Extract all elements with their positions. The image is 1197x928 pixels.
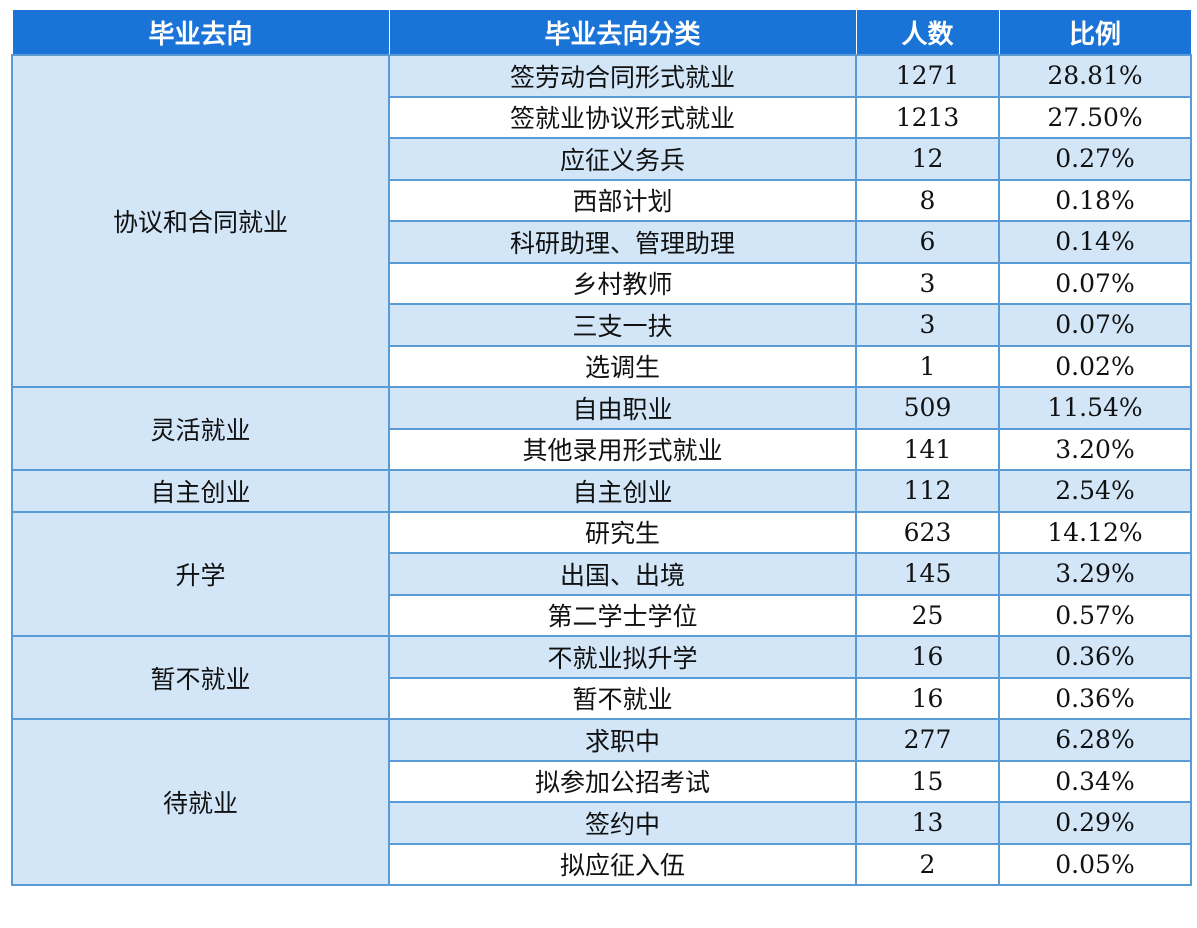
table-row: 拟应征入伍 2 0.05% [12, 842, 1192, 886]
ratio-cell: 0.27% [998, 137, 1192, 181]
table-row: 待就业 求职中 277 6.28% [11, 718, 1192, 886]
table-row: 暂不就业 不就业拟升学 16 0.36% [11, 635, 1192, 720]
ratio-cell: 2.54% [998, 469, 1192, 513]
ratio-cell: 0.29% [998, 801, 1192, 845]
table-row: 科研助理、管理助理 6 0.14% [12, 220, 1192, 264]
ratio-cell: 0.07% [998, 303, 1192, 347]
category-cell: 求职中 [388, 718, 857, 762]
count-cell: 3 [855, 303, 1000, 347]
table-header: 毕业去向 毕业去向分类 人数 比例 [11, 10, 1192, 56]
category-cell: 选调生 [388, 344, 857, 388]
category-cell: 拟应征入伍 [388, 842, 857, 886]
category-cell: 自由职业 [388, 386, 857, 430]
header-destination: 毕业去向 [11, 10, 390, 56]
category-cell: 乡村教师 [388, 261, 857, 305]
ratio-cell: 27.50% [998, 95, 1192, 139]
category-cell: 出国、出境 [388, 552, 857, 596]
ratio-cell: 6.28% [998, 718, 1192, 762]
ratio-cell: 0.57% [998, 593, 1192, 637]
table-row: 升学 研究生 623 14.12% [11, 510, 1192, 637]
count-cell: 8 [855, 178, 1000, 222]
category-cell: 自主创业 [388, 469, 857, 513]
category-cell: 签劳动合同形式就业 [388, 54, 857, 98]
header-destination-category: 毕业去向分类 [388, 10, 857, 56]
header-count: 人数 [855, 10, 1000, 56]
ratio-cell: 0.34% [998, 759, 1192, 803]
table-row: 签就业协议形式就业 1213 27.50% [12, 95, 1192, 139]
table-row: 协议和合同就业 签劳动合同形式就业 1271 28.81% [11, 54, 1192, 388]
employment-destination-table-container: 毕业去向 毕业去向分类 人数 比例 协议和合同就业 签劳动合同形式就业 1271 28… [11, 10, 1192, 886]
count-cell: 15 [855, 759, 1000, 803]
table-row: 暂不就业 16 0.36% [12, 676, 1192, 720]
category-cell: 西部计划 [388, 178, 857, 222]
count-cell: 1213 [855, 95, 1000, 139]
count-cell: 112 [855, 469, 1000, 513]
ratio-cell: 0.36% [998, 676, 1192, 720]
table-row: 自主创业 自主创业 112 2.54% [11, 469, 1192, 513]
ratio-cell: 3.20% [998, 427, 1192, 471]
count-cell: 1 [855, 344, 1000, 388]
table-row: 签约中 13 0.29% [12, 801, 1192, 845]
destination-group-cell: 自主创业 [11, 469, 390, 513]
destination-group-cell: 升学 [11, 510, 390, 637]
ratio-cell: 14.12% [998, 510, 1192, 554]
ratio-cell: 3.29% [998, 552, 1192, 596]
category-cell: 应征义务兵 [388, 137, 857, 181]
count-cell: 623 [855, 510, 1000, 554]
ratio-cell: 0.36% [998, 635, 1192, 679]
table-row: 其他录用形式就业 141 3.20% [12, 427, 1192, 471]
category-cell: 科研助理、管理助理 [388, 220, 857, 264]
table-row: 三支一扶 3 0.07% [12, 303, 1192, 347]
category-cell: 第二学士学位 [388, 593, 857, 637]
category-cell: 签就业协议形式就业 [388, 95, 857, 139]
category-cell: 不就业拟升学 [388, 635, 857, 679]
table-row: 选调生 1 0.02% [12, 344, 1192, 388]
count-cell: 277 [855, 718, 1000, 762]
category-cell: 研究生 [388, 510, 857, 554]
table-row: 乡村教师 3 0.07% [12, 261, 1192, 305]
count-cell: 1271 [855, 54, 1000, 98]
count-cell: 509 [855, 386, 1000, 430]
table-row: 灵活就业 自由职业 509 11.54% [11, 386, 1192, 471]
count-cell: 16 [855, 635, 1000, 679]
count-cell: 141 [855, 427, 1000, 471]
table-row: 西部计划 8 0.18% [12, 178, 1192, 222]
ratio-cell: 0.05% [998, 842, 1192, 886]
table-row: 第二学士学位 25 0.57% [12, 593, 1192, 637]
count-cell: 13 [855, 801, 1000, 845]
header-ratio: 比例 [998, 10, 1192, 56]
header-row: 毕业去向 毕业去向分类 人数 比例 [11, 10, 1192, 56]
destination-group-cell: 协议和合同就业 [11, 54, 390, 388]
ratio-cell: 28.81% [998, 54, 1192, 98]
category-cell: 暂不就业 [388, 676, 857, 720]
category-cell: 签约中 [388, 801, 857, 845]
ratio-cell: 0.07% [998, 261, 1192, 305]
destination-group-cell: 灵活就业 [11, 386, 390, 471]
count-cell: 25 [855, 593, 1000, 637]
ratio-cell: 0.02% [998, 344, 1192, 388]
category-cell: 拟参加公招考试 [388, 759, 857, 803]
employment-destination-table: 毕业去向 毕业去向分类 人数 比例 协议和合同就业 签劳动合同形式就业 1271 28… [11, 10, 1192, 886]
destination-group-cell: 暂不就业 [11, 635, 390, 720]
table-body: 协议和合同就业 签劳动合同形式就业 1271 28.81% 签就业协议形式就业 1213 2… [11, 54, 1192, 886]
ratio-cell: 11.54% [998, 386, 1192, 430]
table-row: 应征义务兵 12 0.27% [12, 137, 1192, 181]
table-row: 出国、出境 145 3.29% [12, 552, 1192, 596]
destination-group-cell: 待就业 [11, 718, 390, 886]
count-cell: 12 [855, 137, 1000, 181]
count-cell: 2 [855, 842, 1000, 886]
category-cell: 三支一扶 [388, 303, 857, 347]
table-row: 拟参加公招考试 15 0.34% [12, 759, 1192, 803]
ratio-cell: 0.14% [998, 220, 1192, 264]
ratio-cell: 0.18% [998, 178, 1192, 222]
count-cell: 16 [855, 676, 1000, 720]
category-cell: 其他录用形式就业 [388, 427, 857, 471]
count-cell: 6 [855, 220, 1000, 264]
count-cell: 3 [855, 261, 1000, 305]
count-cell: 145 [855, 552, 1000, 596]
